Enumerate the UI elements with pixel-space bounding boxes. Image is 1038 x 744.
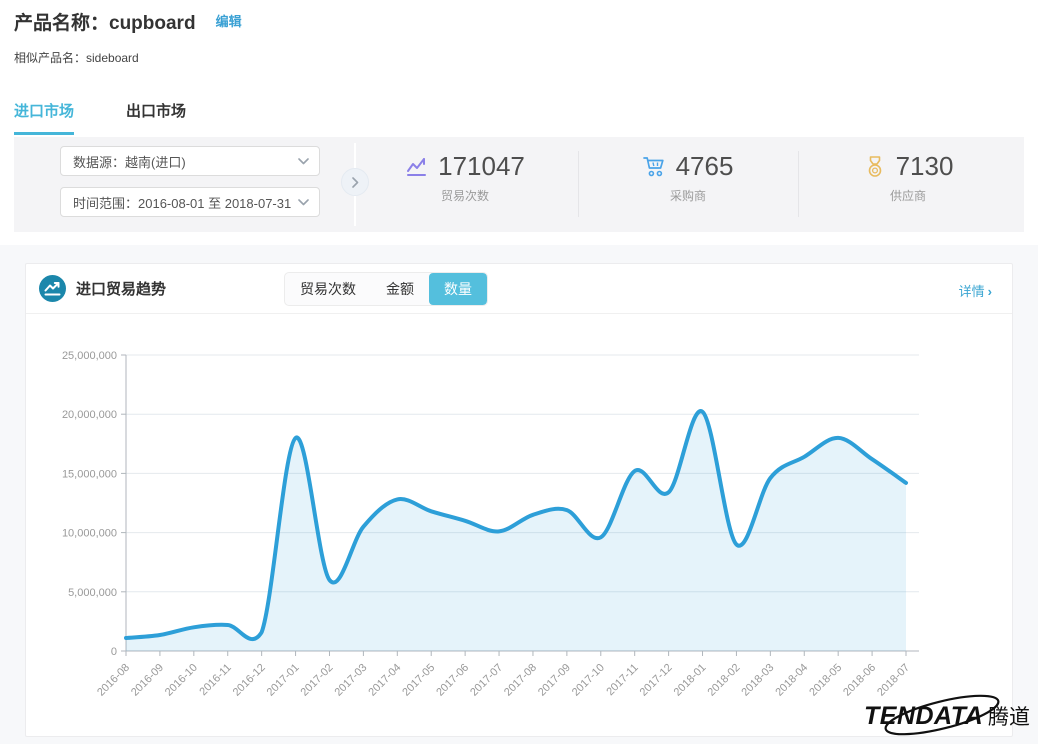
main-background: 进口贸易趋势 贸易次数 金额 数量 详情 › 0 5,000,000 10,000,0… — [0, 245, 1038, 744]
trend-icon — [39, 275, 66, 302]
svg-text:0: 0 — [111, 646, 117, 658]
svg-text:2016-11: 2016-11 — [197, 662, 233, 698]
svg-text:2016-08: 2016-08 — [95, 662, 132, 699]
stat-value: 4765 — [675, 151, 734, 181]
stat-value: 7130 — [895, 151, 954, 181]
stat-buyers: 4765 采购商 — [603, 151, 773, 204]
toggle-amount[interactable]: 金额 — [386, 280, 415, 297]
svg-text:10,000,000: 10,000,000 — [62, 528, 117, 540]
stat-divider — [798, 151, 799, 217]
svg-text:腾道: 腾道 — [988, 705, 1030, 729]
svg-text:2017-08: 2017-08 — [502, 662, 539, 699]
similar-product-label: 相似产品名：sideboard — [14, 51, 139, 65]
cart-icon — [642, 156, 664, 176]
svg-text:2016-10: 2016-10 — [163, 662, 200, 699]
stat-label: 采购商 — [669, 189, 706, 203]
market-tabs: 进口市场 出口市场 — [14, 100, 186, 135]
svg-text:2017-05: 2017-05 — [400, 662, 437, 699]
svg-text:2017-04: 2017-04 — [366, 662, 403, 699]
tab-export-market[interactable]: 出口市场 — [126, 103, 187, 120]
svg-text:2018-02: 2018-02 — [706, 662, 743, 699]
svg-text:2018-05: 2018-05 — [807, 662, 844, 699]
chevron-down-icon — [298, 157, 309, 164]
stat-value: 171047 — [438, 151, 525, 181]
trend-card: 进口贸易趋势 贸易次数 金额 数量 详情 › 0 5,000,000 10,000,0… — [25, 263, 1013, 737]
svg-text:2017-07: 2017-07 — [468, 662, 505, 699]
svg-text:2017-06: 2017-06 — [434, 662, 471, 699]
svg-text:2016-09: 2016-09 — [129, 662, 166, 699]
data-source-value: 数据源：越南(进口) — [73, 154, 186, 170]
svg-text:2017-02: 2017-02 — [299, 662, 336, 699]
page-title: 产品名称：cupboard 编辑 — [14, 8, 242, 35]
chevron-right-icon: › — [987, 284, 992, 299]
svg-text:2017-01: 2017-01 — [265, 662, 302, 699]
stat-suppliers: 7130 供应商 — [823, 151, 993, 204]
svg-text:20,000,000: 20,000,000 — [62, 409, 117, 421]
data-source-dropdown[interactable]: 数据源：越南(进口) — [60, 146, 320, 176]
detail-link[interactable]: 详情 › — [958, 284, 992, 299]
svg-text:2018-04: 2018-04 — [773, 662, 810, 699]
svg-text:15,000,000: 15,000,000 — [62, 468, 117, 480]
chevron-right-icon — [351, 176, 358, 188]
svg-text:5,000,000: 5,000,000 — [68, 587, 117, 599]
svg-text:2017-12: 2017-12 — [638, 662, 675, 699]
svg-text:2017-03: 2017-03 — [332, 662, 369, 699]
stat-divider — [578, 151, 579, 217]
medal-icon — [868, 155, 881, 177]
toggle-trade-count[interactable]: 贸易次数 — [300, 280, 357, 297]
svg-text:2017-10: 2017-10 — [570, 662, 607, 699]
card-title: 进口贸易趋势 — [76, 281, 167, 298]
svg-text:TENDATA: TENDATA — [864, 702, 983, 730]
svg-text:2018-01: 2018-01 — [672, 662, 709, 699]
stat-label: 供应商 — [889, 189, 926, 203]
date-range-dropdown[interactable]: 时间范围：2016-08-01 至 2018-07-31 — [60, 187, 320, 217]
metric-toggle-group: 贸易次数 金额 数量 — [284, 271, 489, 306]
svg-text:2017-09: 2017-09 — [536, 662, 573, 699]
svg-text:2018-03: 2018-03 — [739, 662, 776, 699]
date-range-value: 时间范围：2016-08-01 至 2018-07-31 — [73, 195, 292, 211]
line-chart-icon — [407, 157, 427, 176]
filter-panel: 数据源：越南(进口) 时间范围：2016-08-01 至 2018-07-31 … — [14, 137, 1024, 232]
toggle-quantity[interactable]: 数量 — [429, 272, 488, 305]
tendata-logo: TENDATA 腾道 — [864, 694, 1030, 736]
stat-trade-count: 171047 贸易次数 — [380, 151, 550, 204]
tab-import-market[interactable]: 进口市场 — [14, 100, 75, 135]
trend-card-header: 进口贸易趋势 贸易次数 金额 数量 详情 › — [26, 264, 1012, 314]
svg-text:2016-12: 2016-12 — [231, 662, 268, 699]
svg-text:2017-11: 2017-11 — [604, 662, 640, 698]
edit-link[interactable]: 编辑 — [215, 14, 242, 29]
trend-chart: 0 5,000,000 10,000,000 15,000,000 20,000,000… — [62, 350, 919, 699]
chevron-down-icon — [298, 198, 309, 205]
product-name-text: 产品名称：cupboard — [14, 13, 196, 34]
next-button[interactable] — [341, 168, 369, 196]
svg-text:25,000,000: 25,000,000 — [62, 350, 117, 362]
stat-label: 贸易次数 — [440, 189, 489, 203]
